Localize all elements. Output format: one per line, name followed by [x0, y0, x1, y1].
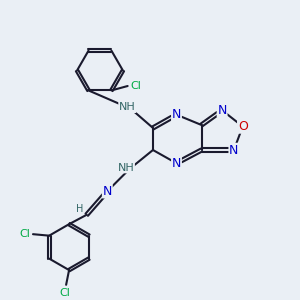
Text: N: N: [229, 143, 239, 157]
Text: Cl: Cl: [19, 229, 30, 239]
Text: Cl: Cl: [59, 288, 70, 298]
Text: N: N: [172, 157, 181, 170]
Text: Cl: Cl: [130, 81, 141, 91]
Text: NH: NH: [118, 163, 134, 173]
Text: N: N: [172, 108, 181, 121]
Text: H: H: [76, 205, 83, 214]
Text: N: N: [103, 185, 112, 198]
Text: N: N: [218, 104, 227, 117]
Text: O: O: [238, 120, 247, 133]
Text: NH: NH: [119, 102, 136, 112]
